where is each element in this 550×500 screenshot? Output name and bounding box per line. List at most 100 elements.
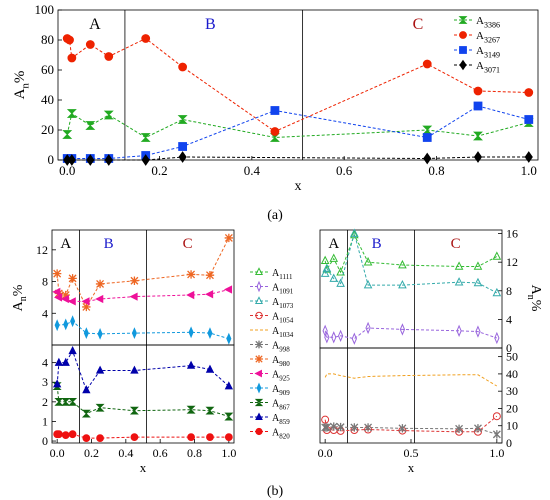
legend-marker (458, 16, 468, 24)
legend-label: A925 (272, 370, 290, 383)
data-point (336, 278, 345, 287)
x-tick-label: 0.6 (336, 163, 353, 178)
series-line (324, 415, 498, 433)
legend-marker (256, 280, 262, 293)
y-tick-label: 16 (506, 227, 518, 241)
data-point (67, 154, 76, 166)
x-axis-label: x (140, 460, 147, 475)
legend-label: A909 (272, 384, 290, 397)
y-tick-label: 12 (506, 255, 518, 269)
data-point (54, 357, 64, 366)
data-point (186, 360, 196, 369)
data-point (324, 331, 330, 344)
series-1111 (320, 229, 502, 276)
data-point (423, 152, 432, 165)
series-859 (52, 345, 234, 394)
data-point (363, 257, 373, 266)
data-point (226, 332, 232, 345)
series-998 (321, 422, 501, 439)
legend-marker (255, 412, 263, 420)
series-820 (53, 430, 233, 443)
data-point (82, 302, 91, 312)
y-tick-label: 12 (36, 243, 48, 257)
series-line (67, 105, 529, 159)
data-point (61, 357, 70, 366)
data-point (322, 263, 332, 272)
data-point (178, 142, 188, 151)
y-tick-label: 0 (506, 436, 512, 450)
x-tick-label: 0.4 (244, 163, 261, 178)
data-point (474, 424, 482, 433)
data-point (365, 321, 371, 335)
y-tick-label: 100 (35, 2, 55, 17)
legend-marker (255, 340, 263, 349)
legend-marker (254, 267, 264, 276)
data-point (95, 365, 105, 374)
legend-label: A1073 (272, 297, 294, 310)
y-tick-label: 4 (42, 356, 48, 370)
data-point (422, 133, 432, 142)
data-point (350, 229, 359, 239)
y-tick-label: 4 (506, 312, 512, 326)
data-point (53, 293, 63, 302)
legend-label: A820 (272, 428, 290, 441)
data-point (186, 290, 195, 300)
series-980 (52, 233, 234, 312)
data-point (104, 52, 114, 61)
x-tick-label: 0.0 (318, 446, 333, 460)
series-867 (52, 382, 234, 421)
data-point (141, 34, 151, 43)
y-tick-label: 0 (42, 434, 48, 448)
series-line (67, 156, 529, 161)
data-point (320, 268, 330, 277)
data-point (206, 433, 214, 442)
series-1091 (322, 321, 500, 345)
legend-label: A3267 (476, 30, 500, 44)
data-point (223, 285, 233, 294)
data-point (321, 415, 330, 424)
series-925 (52, 285, 233, 306)
series-3386 (62, 109, 534, 142)
legend-label: A3071 (476, 60, 500, 74)
y-axis-label: An% (525, 285, 543, 312)
data-point (188, 326, 194, 339)
data-point (83, 327, 89, 340)
data-point (130, 365, 139, 374)
caption-a: (a) (267, 208, 283, 223)
data-point (398, 424, 407, 433)
series-3267 (62, 34, 534, 136)
y-tick-label: 50 (506, 350, 518, 364)
data-point (187, 433, 195, 442)
x-tick-label: 0.0 (50, 446, 65, 460)
data-point (97, 327, 103, 340)
data-point (130, 276, 139, 285)
data-point (350, 228, 359, 237)
legend-label: A1091 (272, 283, 294, 296)
data-point (82, 385, 91, 394)
series-line (57, 320, 229, 340)
data-point (177, 115, 188, 124)
data-point (103, 110, 114, 120)
data-point (81, 409, 91, 418)
data-point (54, 397, 64, 406)
legend-marker (255, 427, 263, 436)
data-point (129, 292, 138, 301)
x-tick-label: 0.8 (428, 163, 444, 178)
data-point (494, 331, 500, 345)
series-3149 (62, 101, 534, 163)
data-point (473, 131, 483, 141)
data-point (104, 154, 113, 166)
data-point (322, 423, 331, 432)
legend-marker (256, 382, 262, 394)
region-label: C (413, 16, 424, 33)
legend-label: A980 (272, 355, 290, 368)
legend-marker (459, 59, 467, 71)
data-point (178, 62, 188, 72)
legend-marker (459, 31, 467, 39)
series-line (66, 112, 529, 139)
y-tick-label: 40 (41, 92, 54, 107)
series-3071 (63, 151, 533, 166)
region-label: A (89, 16, 101, 33)
